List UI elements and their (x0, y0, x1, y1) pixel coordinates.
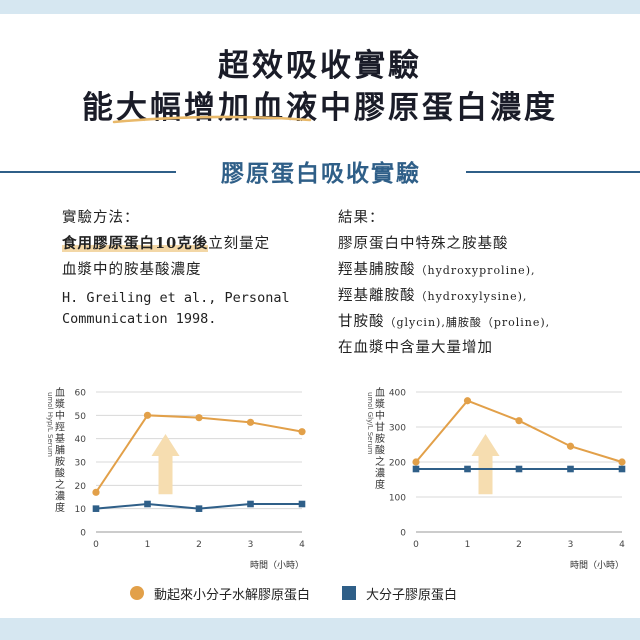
title-line-2: 能大幅增加血液中膠原蛋白濃度 (82, 90, 558, 126)
legend-large-label: 大分子膠原蛋白 (366, 588, 458, 603)
chart1-series-0-line (95, 414, 303, 493)
chart2-series-0-point (412, 458, 420, 466)
chart1-series-1-point (144, 500, 151, 508)
method-line-1-rest: 立刻量定 (208, 236, 271, 252)
chart2-up-arrow-icon (471, 434, 500, 495)
chart1-series-0-point (143, 411, 152, 419)
chart2-xtick-label: 3 (568, 540, 574, 550)
chart1-ytick-label: 30 (75, 459, 87, 469)
result-line-4: 甘胺酸（glycin),脯胺酸（proline), (338, 309, 550, 336)
chart1-ytick-label: 0 (80, 529, 86, 539)
hydroxyproline-chart: umol Hyp/L Serum 血漿中羥基脯胺酸之濃度0102030405060… (46, 386, 306, 571)
chart2-series-0-line (415, 399, 623, 463)
result-line-4-a: 甘胺酸 (338, 314, 385, 330)
legend-small-label: 動起來小分子水解膠原蛋白 (154, 588, 311, 603)
section-rule-left (0, 171, 176, 173)
result-line-2: 羥基脯胺酸（hydroxyproline), (338, 257, 535, 284)
chart1-xtick-label: 3 (248, 540, 254, 550)
chart2-xtick-label: 1 (465, 540, 471, 550)
chart2-ytick-label: 400 (389, 389, 406, 399)
chart1-series-1-point (298, 500, 306, 508)
chart1-series-0-point (246, 418, 255, 426)
chart1-series-0-point (92, 488, 100, 496)
chart1-series-0-point (195, 414, 203, 422)
chart2-series-0-point (566, 442, 575, 450)
chart1-series-0-point (298, 428, 306, 436)
chart1-ylabel-unit: umol Hyp/L Serum (46, 392, 54, 457)
chart2-ytick-label: 100 (389, 494, 406, 504)
result-line-4-b: （glycin),脯胺酸 (384, 316, 482, 329)
section-rule-right (466, 171, 640, 173)
citation: H. Greiling et al., Personal Communicati… (62, 288, 290, 330)
chart1-xtick-label: 0 (93, 540, 99, 550)
result-line-4-c: （proline), (481, 316, 551, 329)
chart1-series-1-point (195, 505, 203, 512)
citation-line-1: H. Greiling et al., Personal (62, 290, 290, 306)
result-line-3-cn: 羥基離胺酸 (338, 288, 416, 304)
result-line-2-en: （hydroxyproline), (415, 264, 536, 277)
bottom-band (0, 618, 640, 640)
result-line-3-en: （hydroxylysine), (415, 290, 528, 303)
chart1-xlabel: 時間（小時） (250, 560, 304, 571)
chart1-up-arrow-icon (151, 434, 180, 495)
legend-orange-dot (130, 586, 144, 600)
title-line-1: 超效吸收實驗 (218, 48, 422, 84)
chart2-xtick-label: 2 (516, 540, 522, 550)
chart2-xlabel: 時間（小時） (570, 560, 624, 571)
chart2-series-1-point (618, 465, 626, 473)
chart1-series-1-point (92, 505, 100, 512)
chart1-xtick-label: 1 (145, 540, 151, 550)
chart1-ytick-label: 20 (75, 482, 87, 492)
top-band (0, 0, 640, 14)
chart2-ylabel-unit: umol Gly/L Serum (366, 392, 374, 455)
legend-blue-square (342, 586, 356, 600)
chart2-ytick-label: 200 (389, 459, 406, 469)
chart2-ylabel-cn: 血漿中甘胺酸之濃度 (375, 386, 385, 491)
citation-line-2: Communication 1998. (62, 311, 217, 327)
chart2-ytick-label: 0 (400, 529, 406, 539)
chart1-xtick-label: 4 (299, 540, 305, 550)
method-label: 實驗方法： (62, 210, 140, 226)
chart1-xtick-label: 2 (196, 540, 202, 550)
chart1-ylabel-cn: 血漿中羥基脯胺酸之濃度 (55, 386, 65, 514)
section-title: 膠原蛋白吸收實驗 (221, 160, 421, 187)
chart2-ytick-label: 300 (389, 424, 406, 434)
chart2-xtick-label: 4 (619, 540, 625, 550)
chart1-ytick-label: 50 (75, 412, 87, 422)
glycine-chart: umol Gly/L Serum 血漿中甘胺酸之濃度 0 100 200 300 400 0 1… (366, 386, 626, 571)
result-line-5: 在血漿中含量大量增加 (338, 340, 493, 356)
chart2-series-1-point (412, 465, 420, 473)
result-line-2-cn: 羥基脯胺酸 (338, 262, 416, 278)
method-line-1: 食用膠原蛋白10克後立刻量定 (62, 231, 270, 257)
chart2-series-1-point (567, 465, 574, 473)
method-line-2: 血漿中的胺基酸濃度 (62, 262, 202, 278)
result-line-3: 羥基離胺酸（hydroxylysine), (338, 283, 527, 310)
chart2-series-1-point (464, 465, 471, 473)
result-line-1: 膠原蛋白中特殊之胺基酸 (338, 236, 509, 252)
chart1-ytick-label: 10 (75, 505, 87, 515)
result-label: 結果： (338, 210, 385, 226)
chart1-ytick-label: 40 (75, 435, 87, 445)
method-highlight: 食用膠原蛋白10克後 (62, 235, 209, 252)
chart1-ytick-label: 60 (75, 389, 87, 399)
chart2-series-0-point (515, 417, 523, 425)
chart2-xtick-label: 0 (413, 540, 419, 550)
chart2-series-0-point (463, 397, 472, 405)
title-underline-swoosh (112, 115, 312, 124)
chart2-series-0-point (618, 458, 626, 466)
chart2-series-1-point (515, 465, 523, 473)
chart1-series-1-point (247, 500, 254, 508)
